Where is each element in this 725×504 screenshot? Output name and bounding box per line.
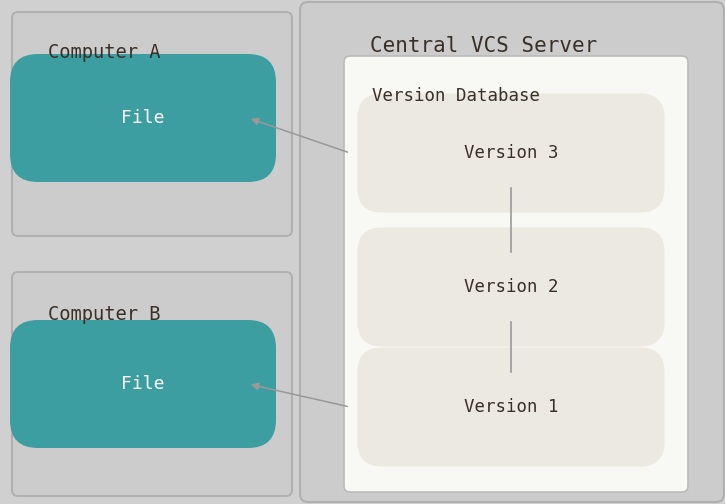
Text: File: File — [121, 375, 165, 393]
FancyBboxPatch shape — [358, 228, 664, 346]
FancyBboxPatch shape — [344, 56, 688, 492]
FancyBboxPatch shape — [10, 320, 276, 448]
FancyBboxPatch shape — [10, 54, 276, 182]
Text: Computer B: Computer B — [48, 305, 160, 325]
FancyBboxPatch shape — [12, 272, 292, 496]
FancyBboxPatch shape — [358, 348, 664, 466]
Text: Central VCS Server: Central VCS Server — [370, 36, 597, 56]
Text: Version 3: Version 3 — [464, 144, 558, 162]
Text: Version 1: Version 1 — [464, 398, 558, 416]
Text: File: File — [121, 109, 165, 127]
FancyBboxPatch shape — [358, 94, 664, 212]
FancyBboxPatch shape — [12, 12, 292, 236]
FancyBboxPatch shape — [300, 2, 724, 502]
Text: Computer A: Computer A — [48, 42, 160, 61]
Text: Version Database: Version Database — [372, 87, 540, 105]
Text: Version 2: Version 2 — [464, 278, 558, 296]
